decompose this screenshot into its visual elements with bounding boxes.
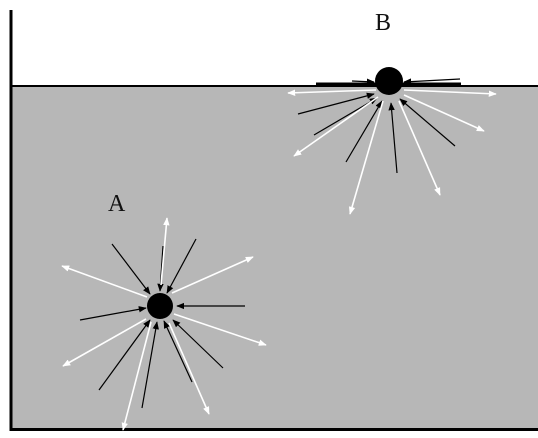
liquid-body: [11, 86, 538, 429]
molecule-a: [147, 293, 173, 319]
label-b: B: [375, 10, 391, 36]
molecule-b-outward-forces: [287, 89, 497, 215]
molecule-a-outward-forces: [61, 217, 267, 431]
molecule-b: [375, 67, 403, 95]
label-a: A: [108, 191, 126, 217]
